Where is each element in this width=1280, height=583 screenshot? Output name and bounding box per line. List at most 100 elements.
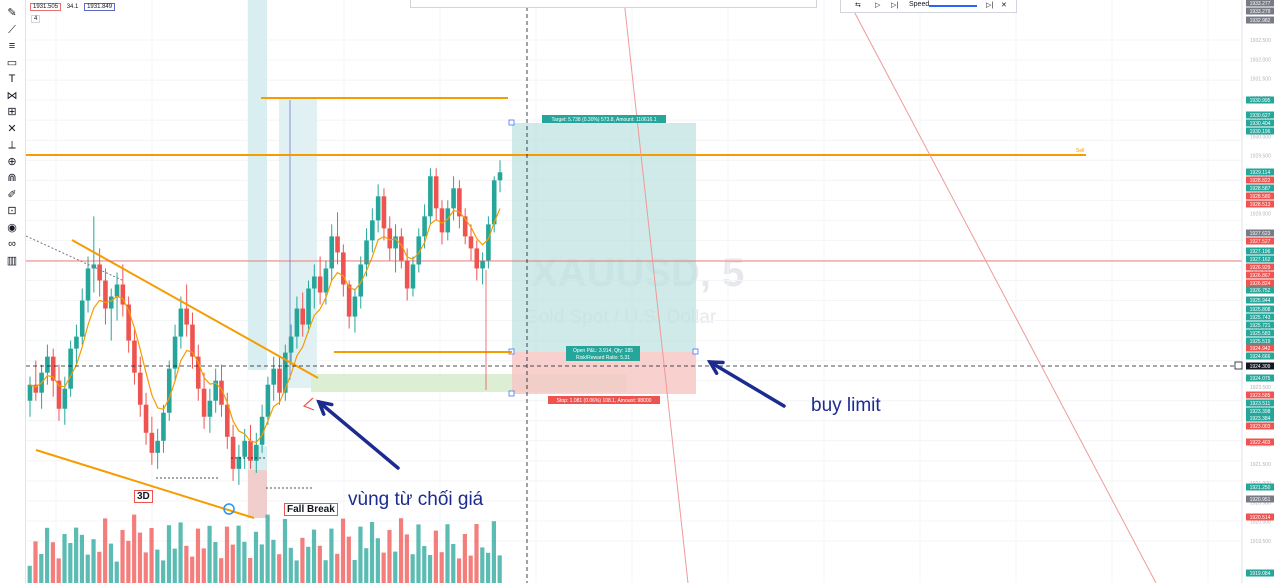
price-tick-label: 1923.000 (1250, 404, 1271, 410)
trend-line-icon[interactable]: ⟋ (8, 23, 16, 36)
price-tag-text: 1920.951 (1250, 497, 1271, 503)
price-tag-text: 1927.623 (1250, 231, 1271, 237)
volume-bar (85, 554, 90, 583)
price-tag: 1927.196 (1246, 247, 1274, 255)
price-tag: 1925.944 (1246, 296, 1274, 304)
step-forward-icon[interactable]: ▷| (891, 2, 899, 9)
support-trend-line[interactable] (35, 449, 255, 519)
candle-body (428, 176, 433, 217)
zoom-icon[interactable]: ⊕ (7, 155, 17, 168)
price-tag: 1924.309 (1246, 362, 1274, 370)
volume-bar (155, 549, 160, 583)
speed-slider[interactable] (929, 5, 977, 7)
price-chart[interactable]: XAUUSD, 5Gold Spot / U.S. Dollar Target:… (26, 0, 1280, 583)
price-tag-text: 1933.279 (1250, 9, 1271, 15)
diagonal-line[interactable] (623, 0, 689, 583)
price-tag-text: 1922.403 (1250, 440, 1271, 446)
width-handle[interactable] (692, 348, 699, 355)
candle-body (393, 236, 398, 249)
price-tag-bg (1246, 237, 1274, 245)
price-tag-bg (1246, 495, 1274, 503)
stop-label-bg (548, 396, 660, 404)
price-tag: 1930.995 (1246, 96, 1274, 104)
pattern-icon[interactable]: ⋈ (6, 89, 18, 102)
price-tag-bg (1246, 344, 1274, 352)
candle-body (491, 180, 497, 225)
price-tag-text: 1930.196 (1250, 129, 1271, 135)
play-icon[interactable]: ▷ (875, 2, 881, 9)
candle-body (416, 236, 422, 265)
skip-end-icon[interactable]: ▷| (986, 2, 994, 9)
volume-bar (178, 522, 183, 583)
price-tag-text: 1921.250 (1250, 485, 1271, 491)
ruler-icon[interactable]: ⟂ (8, 139, 16, 151)
volume-bar (56, 558, 61, 583)
volume-bar (68, 543, 73, 583)
target-label: Target: 5.738 (0.30%) 573.8, Amount: 110… (542, 115, 666, 123)
price-tag: 1927.162 (1246, 255, 1274, 263)
candle-body (433, 176, 439, 209)
downtrend-line[interactable] (71, 239, 319, 379)
price-tag-bg (1246, 255, 1274, 263)
volume-bar (329, 528, 334, 583)
top-drawing-toolbar[interactable] (410, 0, 817, 8)
horizontal-lines-icon[interactable]: ≡ (8, 40, 16, 52)
replay-controls[interactable]: ⇆ ▷ ▷| Speed ▷| ✕ (840, 0, 1017, 13)
price-tag: 1929.114 (1246, 168, 1274, 176)
volume-bar (485, 552, 491, 583)
candle-body (253, 444, 259, 461)
candle-body (219, 380, 224, 405)
volume-bar (114, 561, 119, 583)
interval-badge[interactable]: 4 (31, 15, 41, 23)
price-tick-label: 1923.500 (1250, 385, 1271, 391)
fib-icon[interactable]: ⊞ (7, 106, 17, 118)
close-icon[interactable]: ✕ (1001, 2, 1007, 9)
price-tag-bg (1246, 414, 1274, 422)
target-handle[interactable] (508, 119, 515, 126)
stop-handle[interactable] (508, 390, 515, 397)
candle-body (132, 340, 137, 373)
eye-icon[interactable]: ◉ (7, 221, 17, 234)
rectangle-icon[interactable]: ▭ (6, 56, 18, 69)
price-tag: 1927.527 (1246, 237, 1274, 245)
price-tag-bg (1246, 96, 1274, 104)
price-tag-bg (1246, 374, 1274, 382)
volume-bar (79, 534, 85, 583)
price-tag-bg (1246, 438, 1274, 446)
volume-bar (387, 530, 392, 583)
volume-bar (288, 547, 293, 583)
candle-body (68, 348, 73, 389)
price-tag-bg (1246, 483, 1274, 491)
lock-icon[interactable]: ⊡ (7, 205, 17, 217)
price-tag-bg (1246, 263, 1274, 271)
price-tag: 1925.519 (1246, 337, 1274, 345)
diagonal-line[interactable] (847, 0, 1157, 583)
cross-icon[interactable]: ✎ (7, 7, 17, 19)
price-tag-bg (1246, 422, 1274, 430)
crosshair-add-icon[interactable] (1234, 361, 1243, 370)
lock-draw-icon[interactable]: ✐ (7, 188, 17, 201)
volume-bar (433, 530, 438, 583)
volume-bar (230, 544, 235, 583)
close-icon[interactable]: ✕ (7, 122, 17, 135)
candle-body (300, 308, 306, 325)
replay-select-icon[interactable]: ⇆ (855, 2, 861, 9)
price-tag: 1923.384 (1246, 414, 1274, 422)
trash-icon[interactable]: ▥ (6, 254, 18, 267)
link-icon[interactable]: ∞ (8, 238, 16, 250)
volume-bar (207, 525, 212, 583)
candle-body (283, 352, 288, 393)
text-icon[interactable]: T (8, 73, 16, 85)
target-zone[interactable] (512, 123, 696, 352)
price-tag-text: 1930.995 (1250, 98, 1271, 104)
magnet-icon[interactable]: ⋒ (7, 172, 17, 184)
volume-bar (91, 539, 96, 583)
volume-bar (300, 537, 305, 583)
open-pnl-label-bg (566, 346, 640, 354)
volume-bar (45, 527, 50, 583)
price-tag-bg (1246, 329, 1274, 337)
risk-reward-label-bg (566, 353, 640, 361)
volume-bar (259, 544, 264, 583)
volume-bar (294, 560, 299, 583)
price-tag: 1920.951 (1246, 495, 1274, 503)
